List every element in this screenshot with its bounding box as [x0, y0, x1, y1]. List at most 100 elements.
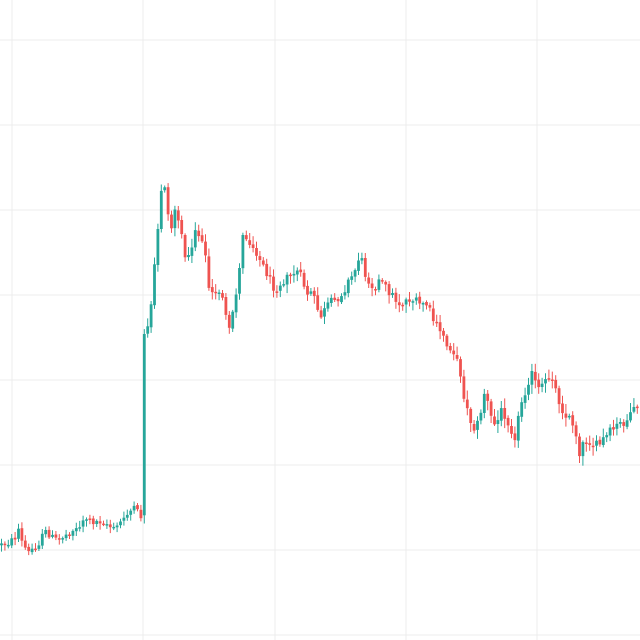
candle-body-44 — [149, 304, 153, 328]
candle-body-80 — [272, 276, 275, 291]
candle-body-24 — [81, 520, 85, 527]
candle-body-152 — [516, 415, 520, 441]
candle-body-49 — [166, 187, 170, 215]
candle-body-187 — [635, 406, 639, 409]
candle-body-56 — [190, 247, 194, 256]
candle-body-26 — [88, 518, 92, 520]
candle-body-130 — [442, 330, 445, 336]
candle-body-118 — [401, 304, 405, 307]
candle-body-165 — [561, 403, 564, 414]
candle-body-177 — [601, 437, 605, 445]
candle-body-126 — [428, 305, 432, 308]
candle-body-11 — [37, 545, 41, 549]
candle-body-68 — [231, 311, 235, 329]
candle-body-60 — [204, 241, 207, 256]
candle-body-125 — [425, 302, 428, 306]
candle-body-122 — [414, 297, 418, 301]
candle-body-184 — [625, 420, 629, 427]
candle-body-35 — [119, 521, 122, 526]
candle-body-151 — [513, 433, 517, 441]
candle-body-13 — [44, 530, 48, 535]
candle-body-179 — [608, 427, 612, 436]
candle-body-0 — [0, 543, 3, 546]
candle-body-120 — [408, 299, 411, 302]
candle-body-74 — [251, 244, 255, 248]
candle-body-15 — [51, 534, 54, 537]
candle-body-134 — [455, 355, 459, 359]
candle-body-110 — [374, 289, 377, 291]
candle-body-127 — [431, 308, 435, 322]
candle-body-169 — [574, 425, 578, 437]
candle-body-108 — [367, 277, 371, 284]
candle-body-71 — [241, 235, 245, 269]
candle-body-21 — [71, 530, 75, 536]
candle-body-109 — [370, 283, 374, 289]
candle-body-85 — [289, 274, 292, 277]
candle-body-67 — [227, 314, 231, 328]
candle-body-115 — [391, 293, 394, 295]
candle-body-12 — [40, 533, 44, 546]
candle-body-33 — [112, 526, 116, 529]
candle-body-167 — [567, 415, 571, 418]
candle-body-175 — [595, 440, 598, 446]
candle-body-84 — [285, 274, 289, 285]
candle-body-65 — [221, 293, 224, 298]
candle-body-62 — [210, 287, 214, 293]
candle-body-83 — [282, 284, 286, 286]
candle-body-186 — [632, 407, 636, 412]
candle-body-114 — [387, 284, 391, 296]
candle-body-46 — [156, 229, 160, 265]
candle-body-18 — [61, 538, 65, 540]
candle-body-78 — [265, 263, 269, 277]
candle-body-25 — [85, 519, 88, 521]
candle-body-58 — [197, 230, 201, 237]
candle-body-66 — [224, 297, 228, 315]
candle-body-147 — [499, 408, 503, 421]
candle-body-87 — [295, 270, 299, 275]
candle-body-86 — [292, 273, 296, 276]
candle-body-146 — [496, 420, 500, 424]
candles — [0, 183, 639, 556]
candle-body-163 — [554, 379, 558, 389]
candle-body-17 — [57, 538, 61, 540]
candle-body-142 — [482, 393, 486, 413]
candle-body-72 — [244, 235, 248, 240]
candle-body-48 — [163, 187, 167, 191]
candle-body-124 — [421, 303, 425, 305]
candle-body-59 — [200, 235, 204, 242]
candle-body-136 — [462, 376, 466, 399]
candle-body-137 — [465, 399, 469, 409]
candle-body-32 — [108, 524, 112, 528]
candle-body-34 — [115, 525, 119, 528]
candle-body-51 — [173, 209, 177, 229]
candle-body-172 — [584, 442, 588, 444]
candle-body-181 — [615, 423, 619, 429]
candle-body-73 — [248, 240, 252, 245]
candle-body-99 — [336, 299, 340, 302]
candle-body-55 — [187, 255, 190, 258]
candle-body-29 — [98, 521, 102, 524]
candle-body-42 — [142, 334, 146, 516]
candle-body-139 — [472, 424, 476, 431]
candle-body-156 — [530, 371, 534, 385]
candle-body-30 — [102, 523, 105, 526]
candle-body-23 — [78, 527, 82, 529]
candle-body-183 — [622, 422, 626, 426]
candle-body-123 — [418, 296, 422, 304]
candle-body-5 — [17, 528, 20, 539]
candle-body-174 — [591, 445, 595, 448]
candle-body-38 — [129, 510, 133, 515]
candle-body-180 — [612, 427, 615, 430]
candle-body-81 — [275, 291, 279, 293]
candle-body-185 — [629, 412, 632, 421]
candle-body-45 — [153, 264, 156, 306]
candle-body-47 — [159, 190, 163, 229]
candle-body-107 — [363, 258, 367, 277]
candle-body-171 — [581, 442, 585, 457]
candle-body-8 — [27, 546, 31, 552]
candle-body-7 — [23, 540, 27, 548]
candle-body-28 — [95, 520, 99, 524]
